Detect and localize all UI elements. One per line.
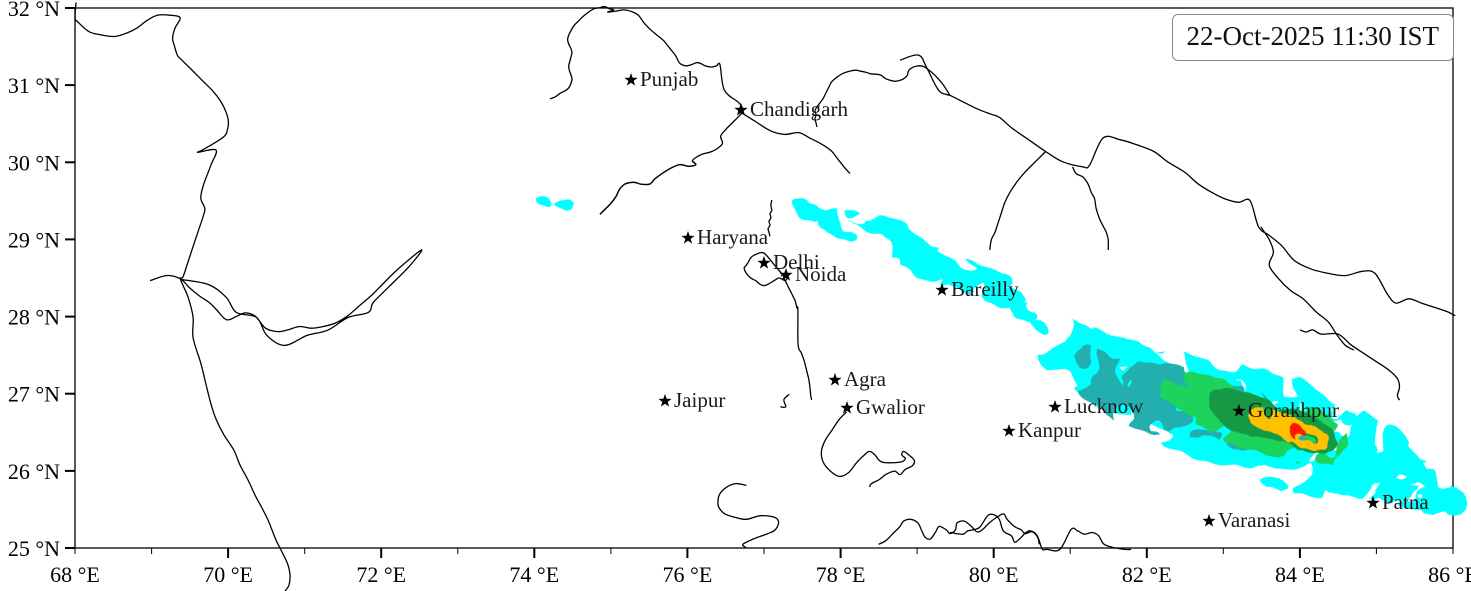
svg-text:Gorakhpur: Gorakhpur — [1248, 398, 1339, 422]
svg-text:72 °E: 72 °E — [356, 562, 406, 587]
svg-text:30 °N: 30 °N — [8, 150, 60, 175]
svg-text:Bareilly: Bareilly — [951, 277, 1019, 301]
svg-text:Patna: Patna — [1382, 490, 1429, 514]
svg-text:Noida: Noida — [795, 262, 847, 286]
svg-text:78 °E: 78 °E — [816, 562, 866, 587]
svg-text:68 °E: 68 °E — [50, 562, 100, 587]
svg-text:Jaipur: Jaipur — [674, 388, 725, 412]
svg-text:76 °E: 76 °E — [663, 562, 713, 587]
svg-text:Chandigarh: Chandigarh — [750, 97, 848, 121]
svg-text:82 °E: 82 °E — [1122, 562, 1172, 587]
svg-text:74 °E: 74 °E — [509, 562, 559, 587]
svg-text:Haryana: Haryana — [697, 225, 769, 249]
svg-text:31 °N: 31 °N — [8, 73, 60, 98]
svg-text:29 °N: 29 °N — [8, 227, 60, 252]
svg-text:Gwalior: Gwalior — [856, 395, 925, 419]
svg-text:Lucknow: Lucknow — [1064, 394, 1144, 418]
svg-text:80 °E: 80 °E — [969, 562, 1019, 587]
svg-text:27 °N: 27 °N — [8, 382, 60, 407]
svg-text:84 °E: 84 °E — [1275, 562, 1325, 587]
svg-text:32 °N: 32 °N — [8, 0, 60, 21]
svg-text:25 °N: 25 °N — [8, 536, 60, 561]
svg-text:70 °E: 70 °E — [203, 562, 253, 587]
svg-text:86 °E: 86 °E — [1428, 562, 1471, 587]
svg-text:28 °N: 28 °N — [8, 305, 60, 330]
svg-text:Varanasi: Varanasi — [1218, 508, 1290, 532]
svg-text:Agra: Agra — [844, 367, 887, 391]
svg-text:Punjab: Punjab — [640, 67, 698, 91]
svg-text:Kanpur: Kanpur — [1018, 418, 1081, 442]
svg-text:26 °N: 26 °N — [8, 459, 60, 484]
